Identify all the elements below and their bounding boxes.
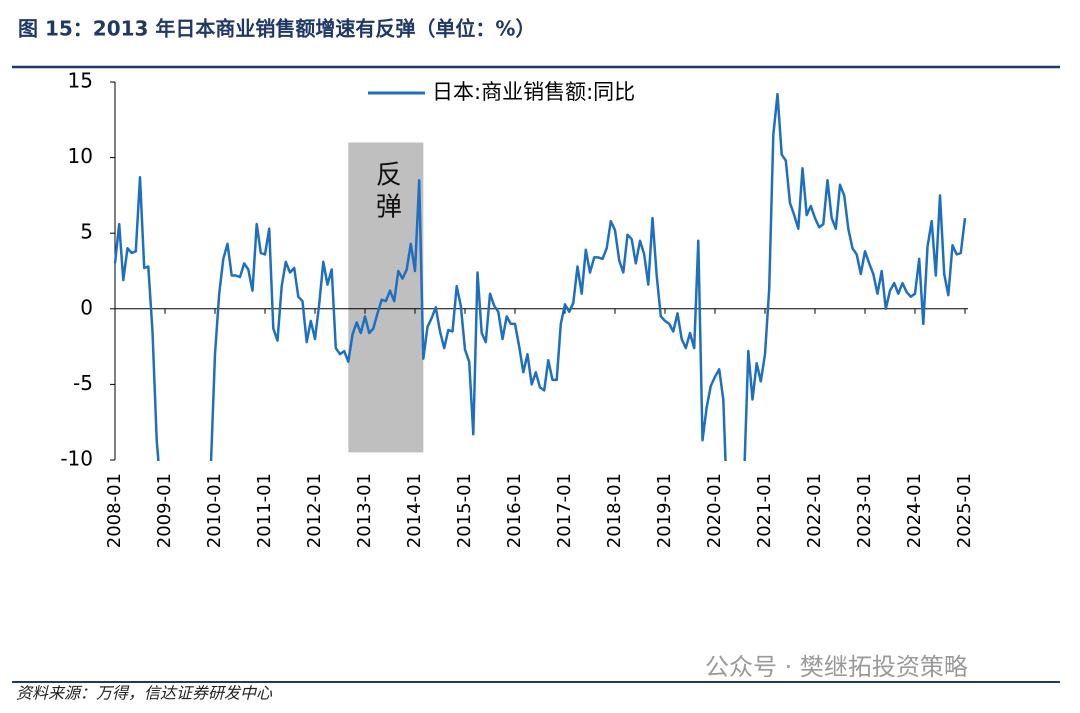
x-tick-label: 2012-01 bbox=[304, 473, 325, 548]
x-tick-label: 2022-01 bbox=[804, 473, 825, 548]
x-tick-label: 2010-01 bbox=[204, 473, 225, 548]
y-tick-label: 0 bbox=[80, 295, 93, 319]
y-tick-label: 15 bbox=[68, 69, 93, 93]
legend-label: 日本:商业销售额:同比 bbox=[432, 80, 635, 104]
series-line bbox=[113, 92, 967, 461]
x-tick-label: 2013-01 bbox=[354, 473, 375, 548]
watermark: 公众号 · 樊继拓投资策略 bbox=[705, 653, 968, 681]
x-tick-label: 2025-01 bbox=[954, 473, 975, 548]
x-tick-label: 2014-01 bbox=[404, 473, 425, 548]
y-tick-label: 10 bbox=[68, 144, 93, 168]
x-tick-label: 2009-01 bbox=[154, 473, 175, 548]
chart-title: 图 15：2013 年日本商业销售额增速有反弹（单位：%） bbox=[18, 17, 535, 41]
x-tick-label: 2011-01 bbox=[254, 473, 275, 548]
y-tick-label: 5 bbox=[80, 220, 93, 244]
source: 资料来源：万得，信达证券研发中心 bbox=[16, 684, 273, 703]
x-tick-label: 2024-01 bbox=[904, 473, 925, 548]
span-label: 反弹 bbox=[371, 160, 401, 224]
x-tick-label: 2017-01 bbox=[554, 473, 575, 548]
highlight-span bbox=[348, 142, 424, 453]
x-tick-label: 2016-01 bbox=[504, 473, 525, 548]
y-tick-label: -5 bbox=[73, 371, 93, 395]
x-tick-label: 2019-01 bbox=[654, 473, 675, 548]
y-tick-label: -10 bbox=[60, 447, 93, 471]
x-tick-label: 2023-01 bbox=[854, 473, 875, 548]
x-tick-label: 2021-01 bbox=[754, 473, 775, 548]
x-tick-label: 2020-01 bbox=[704, 473, 725, 548]
x-tick-label: 2015-01 bbox=[454, 473, 475, 548]
x-tick-label: 2018-01 bbox=[604, 473, 625, 548]
x-tick-label: 2008-01 bbox=[104, 473, 125, 548]
